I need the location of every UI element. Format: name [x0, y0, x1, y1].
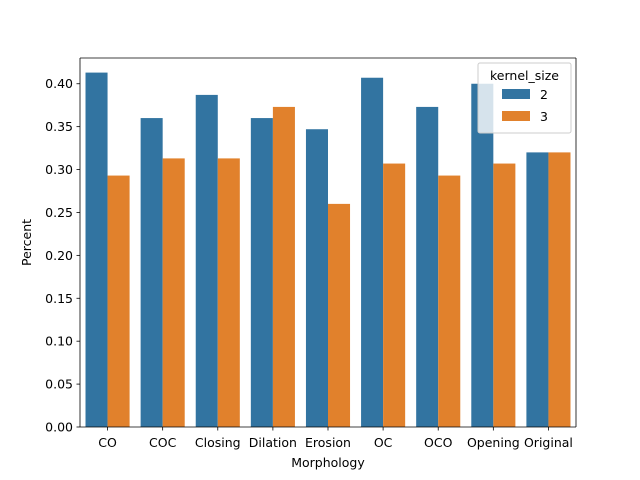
x-tick-label: Original [524, 435, 573, 450]
bar-oc-series-3 [383, 163, 406, 428]
x-tick-label: OCO [424, 435, 453, 450]
bar-closing-series-2 [195, 94, 218, 428]
bar-erosion-series-3 [328, 203, 351, 427]
y-tick-label: 0.25 [45, 205, 73, 220]
bar-original-series-2 [526, 152, 549, 427]
y-axis-label: Percent [19, 219, 34, 266]
x-tick-label: CO [98, 435, 117, 450]
bar-dilation-series-2 [250, 118, 273, 428]
y-tick-label: 0.30 [45, 162, 73, 177]
bar-coc-series-2 [140, 118, 163, 428]
x-tick-label: Opening [467, 435, 520, 450]
legend-swatch-2 [502, 89, 530, 99]
x-tick-label: OC [374, 435, 393, 450]
y-tick-label: 0.20 [45, 248, 73, 263]
legend-title: kernel_size [490, 68, 559, 83]
x-tick-label: Closing [195, 435, 241, 450]
y-tick-label: 0.05 [45, 377, 73, 392]
bar-oc-series-2 [361, 77, 384, 427]
bar-opening-series-2 [471, 83, 494, 427]
bar-original-series-3 [548, 152, 571, 427]
bar-opening-series-3 [493, 163, 516, 428]
bar-closing-series-3 [217, 158, 240, 427]
x-tick-label: Dilation [249, 435, 297, 450]
bar-oco-series-2 [416, 106, 439, 428]
legend-swatch-3 [502, 111, 530, 121]
legend-label-3: 3 [540, 109, 548, 124]
bar-dilation-series-3 [272, 106, 295, 428]
legend-label-2: 2 [540, 87, 548, 102]
legend: kernel_size 2 3 [477, 62, 572, 134]
x-tick-label: Erosion [305, 435, 351, 450]
y-tick-label: 0.10 [45, 334, 73, 349]
bar-co-series-2 [85, 72, 108, 427]
bars-group [85, 72, 571, 428]
y-tick-label: 0.15 [45, 291, 73, 306]
y-tick-label: 0.35 [45, 119, 73, 134]
y-tick-label: 0.00 [45, 420, 73, 435]
x-axis-label: Morphology [291, 455, 365, 470]
bar-oco-series-3 [438, 175, 461, 427]
y-tick-label: 0.40 [45, 76, 73, 91]
bar-co-series-3 [107, 175, 130, 427]
bar-coc-series-3 [162, 158, 185, 427]
bar-erosion-series-2 [305, 129, 328, 427]
x-tick-label: COC [149, 435, 177, 450]
